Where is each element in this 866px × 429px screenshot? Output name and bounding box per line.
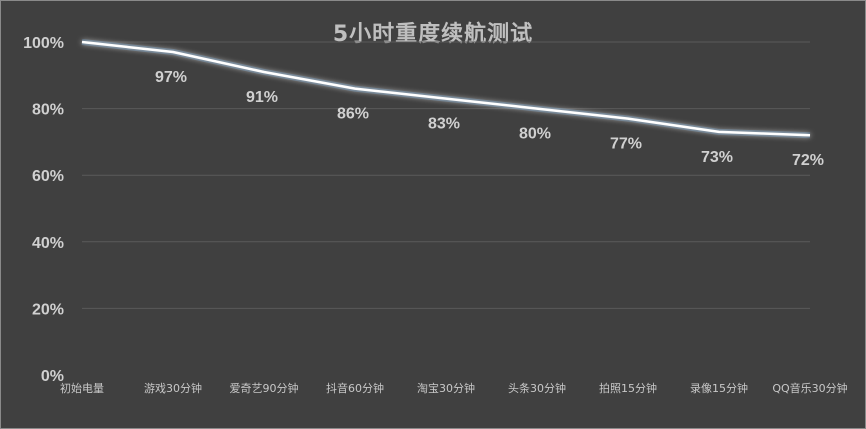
y-tick-label: 40% — [32, 235, 64, 252]
y-tick-label: 0% — [41, 368, 64, 385]
x-tick-label: 淘宝30分钟 — [417, 381, 475, 395]
y-tick-label: 100% — [23, 35, 64, 52]
x-tick-label: 拍照15分钟 — [599, 381, 657, 395]
x-tick-label: 初始电量 — [60, 381, 104, 395]
data-label: 97% — [155, 69, 187, 86]
chart-title: 5小时重度续航测试 — [332, 22, 534, 47]
y-tick-label: 80% — [32, 102, 64, 119]
y-axis-ticks: 0% 20% 40% 60% 80% 100% — [23, 35, 64, 385]
x-tick-label: 抖音60分钟 — [326, 381, 384, 395]
data-label: 72% — [792, 152, 824, 169]
data-label: 73% — [701, 149, 733, 166]
data-label: 86% — [337, 106, 369, 123]
data-label: 83% — [428, 116, 460, 133]
y-tick-label: 20% — [32, 301, 64, 318]
x-tick-label: 录像15分钟 — [690, 381, 748, 395]
y-tick-label: 60% — [32, 168, 64, 185]
x-axis-ticks: 初始电量 游戏30分钟 爱奇艺90分钟 抖音60分钟 淘宝30分钟 头条30分钟 拍照15分… — [60, 381, 848, 395]
data-label: 91% — [246, 89, 278, 106]
data-labels: 97% 91% 86% 83% 80% 77% 73% 72% — [155, 69, 824, 169]
data-label: 80% — [519, 126, 551, 143]
x-tick-label: 爱奇艺90分钟 — [230, 381, 299, 395]
x-tick-label: 游戏30分钟 — [144, 381, 202, 395]
series-line — [81, 39, 811, 139]
x-tick-label: QQ音乐30分钟 — [772, 381, 847, 395]
gridlines — [82, 41, 810, 309]
data-label: 77% — [610, 136, 642, 153]
x-tick-label: 头条30分钟 — [508, 381, 566, 395]
